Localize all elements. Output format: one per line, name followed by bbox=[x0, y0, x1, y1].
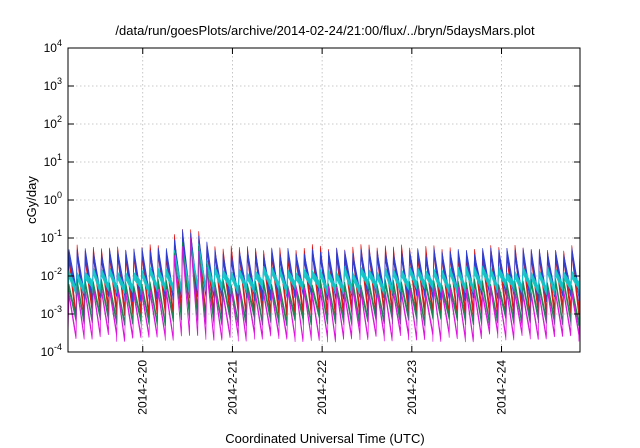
y-tick-label: 100 bbox=[44, 190, 62, 207]
y-tick-label: 10-3 bbox=[41, 304, 62, 321]
x-tick-label: 2014-2-20 bbox=[136, 360, 150, 415]
y-tick-label: 102 bbox=[44, 114, 62, 131]
chart-title: /data/run/goesPlots/archive/2014-02-24/2… bbox=[115, 23, 535, 38]
y-axis-label: cGy/day bbox=[24, 176, 39, 224]
y-tick-label: 10-2 bbox=[41, 266, 62, 283]
x-tick-label: 2014-2-23 bbox=[405, 360, 419, 415]
x-axis-label: Coordinated Universal Time (UTC) bbox=[225, 431, 424, 446]
y-tick-label: 10-4 bbox=[41, 342, 62, 359]
y-tick-label: 103 bbox=[44, 76, 62, 93]
x-tick-label: 2014-2-22 bbox=[315, 360, 329, 415]
x-axis-ticks: 2014-2-20 2014-2-21 2014-2-22 2014-2-23 2014… bbox=[136, 48, 509, 415]
y-axis-ticks: 10-4 10-3 10-2 10-1 100 101 102 103 104 bbox=[41, 38, 580, 359]
x-tick-label: 2014-2-24 bbox=[495, 360, 509, 415]
y-tick-label: 104 bbox=[44, 38, 62, 55]
y-tick-label: 101 bbox=[44, 152, 62, 169]
series-layer bbox=[67, 229, 581, 343]
y-tick-label: 10-1 bbox=[41, 228, 62, 245]
x-tick-label: 2014-2-21 bbox=[225, 360, 239, 415]
